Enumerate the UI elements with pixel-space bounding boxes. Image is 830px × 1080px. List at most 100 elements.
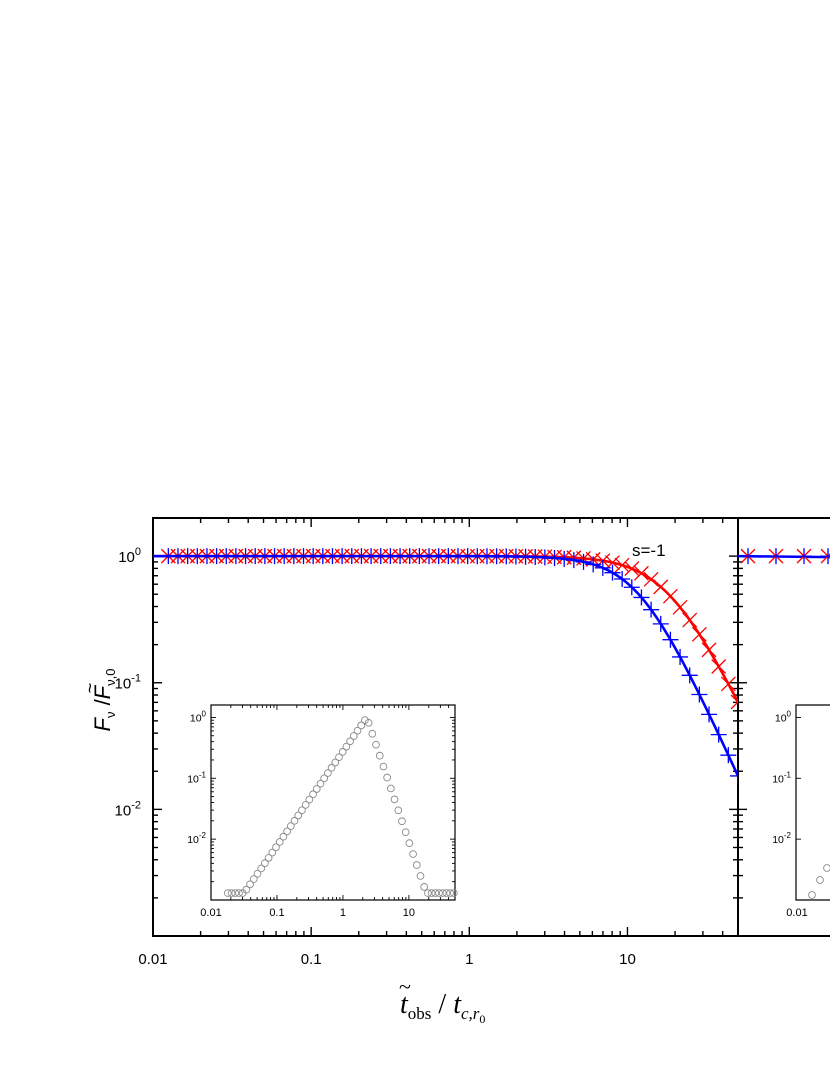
right-inset-point [816,876,824,884]
inset-point [398,817,406,826]
marker-plus [623,579,640,596]
inset-point [331,758,340,767]
marker-plus [546,549,563,566]
right-inset-x-tick-label: 0.01 [786,907,807,919]
xlabel-t2-subsub: 0 [479,1012,485,1026]
inset-point [409,850,417,858]
inset-point [231,889,240,897]
inset-point [335,753,343,762]
inset-point [346,737,354,746]
inset-point [390,795,399,804]
inset-point [261,859,269,867]
inset-x-tick-label: 10 [403,907,415,919]
right-inset-frame [795,704,830,901]
inset-point [301,801,310,809]
xlabel-main: t [400,989,409,1020]
right-marker-plus [796,548,812,565]
y-axis-label: Fν /Fν,0 ~ [80,669,118,732]
inset-point [431,889,440,897]
inset-point [401,828,410,837]
inset-y-tick-label: 10-2 [187,831,206,846]
right-inset-y-tick-label: 10-2 [772,831,791,846]
inset-point [290,816,299,825]
inset-point [405,839,414,847]
inset-point [338,748,347,756]
ylabel-tilde-main: F [90,684,115,699]
panel-annotation: s=-1 [632,541,666,560]
marker-plus [604,564,621,581]
inset-point [298,806,306,815]
marker-x [624,561,640,577]
inset-point [275,838,284,846]
main-series-group [153,548,738,784]
inset-point [435,889,443,897]
inset-point [268,848,277,857]
inset-point [253,869,262,878]
inset-point [446,889,454,897]
marker-plus [662,631,679,648]
marker-plus [585,556,602,573]
marker-x [633,565,649,581]
marker-plus [565,552,582,569]
marker-x [711,659,727,674]
inset-point [249,875,258,883]
inset-x-tick-label: 0.01 [200,907,221,919]
inset-point [394,806,403,815]
marker-plus [633,589,650,606]
right-marker-plus [740,548,756,565]
inset-point [427,889,436,897]
right-partial-plot: 100 10-1 10-2 0.01 [737,517,830,937]
y-tick-label: 100 [118,546,141,566]
inset-point [309,790,317,799]
marker-plus [643,601,660,618]
inset-point [364,718,373,727]
inset-point [357,721,366,730]
inset-point [242,885,251,894]
right-marker-plus [820,548,830,565]
right-inset-point [808,891,816,899]
xlabel-sep: / [431,989,453,1020]
inset-point [283,827,291,836]
marker-x [730,694,738,710]
x-tick-label: 0.1 [301,951,322,968]
inset-frame [210,704,456,901]
marker-x [662,588,678,604]
marker-plus [681,667,698,684]
svg-text:Fν /Fν,0: Fν /Fν,0 [90,669,118,732]
ylabel-tilde-mark: ~ [80,683,100,694]
marker-plus [575,553,592,570]
inset-point [264,854,273,862]
marker-x [701,642,717,658]
xlabel-t2-sub: c,r [461,1004,480,1023]
x-tick-label: 0.01 [138,951,167,968]
inset-point [257,864,266,873]
inset-point [223,889,232,897]
inset-point [312,785,321,793]
ylabel-tilde-sub: ν,0 [103,669,118,686]
right-inset-y-tick-label: 10-1 [772,770,791,785]
inset-point [327,763,336,772]
y-tick-label: 10-2 [115,799,141,819]
inset-point [320,774,329,783]
marker-plus [710,726,727,743]
marker-x [682,612,698,628]
marker-plus [701,706,718,723]
main-plot: 0.01 0.1 1 10 100 10-1 10-2 [115,517,739,968]
right-inset-y-tick-label: 100 [775,709,792,724]
marker-plus [556,550,573,567]
marker-plus [730,767,738,784]
marker-plus [720,747,737,764]
marker-x [643,571,659,587]
x-tick-label: 10 [619,951,636,968]
inset-point [227,889,236,897]
inset-point [279,832,288,841]
marker-x [614,557,630,573]
marker-plus [652,615,669,632]
ylabel-sep: / [90,698,115,711]
inset-x-tick-label: 0.1 [269,907,284,919]
inset-point [353,726,362,735]
inset-point [424,889,432,897]
x-tick-label: 1 [465,951,473,968]
